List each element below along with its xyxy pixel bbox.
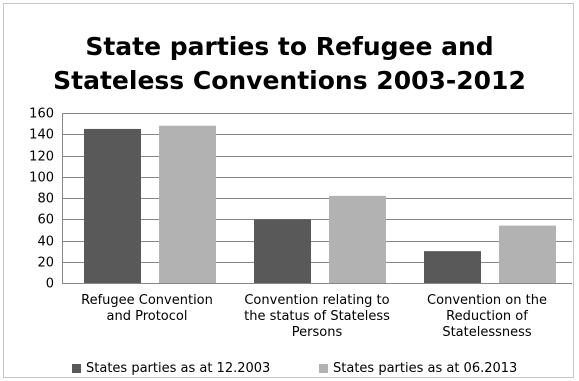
legend-item-2003: States parties as at 12.2003 [72, 361, 270, 376]
y-tick-label: 100 [29, 171, 54, 186]
y-tick-label: 140 [29, 128, 54, 143]
legend-swatch-2013 [319, 364, 328, 373]
legend-swatch-2003 [72, 364, 81, 373]
x-category-label: Refugee Convention and Protocol [81, 293, 213, 324]
y-tick-label: 40 [37, 235, 54, 250]
x-category-label: Convention relating to the status of Stat… [244, 293, 390, 340]
chart-frame: State parties to Refugee and Stateless C… [3, 3, 574, 378]
bar-2013 [329, 195, 386, 283]
plot-area: 0 20 40 60 80 100 120 140 160 Refugee Convention a… [29, 107, 572, 340]
y-tick-label: 20 [37, 256, 54, 271]
y-tick-label: 60 [37, 213, 54, 228]
legend-item-2013: States parties as at 06.2013 [319, 361, 517, 376]
chart-title-line-1: State parties to Refugee and [85, 32, 494, 61]
legend-label-2013: States parties as at 06.2013 [333, 361, 518, 376]
bar-2003 [424, 251, 481, 283]
y-tick-label: 80 [37, 192, 54, 207]
y-tick-label: 0 [46, 277, 54, 292]
y-tick-label: 160 [29, 107, 54, 122]
bar-2013 [499, 225, 556, 283]
bar-2003 [254, 219, 311, 283]
bar-2013 [159, 125, 216, 283]
legend-label-2003: States parties as at 12.2003 [86, 361, 271, 376]
chart-title: State parties to Refugee and Stateless C… [4, 30, 575, 98]
chart-title-line-2: Stateless Conventions 2003-2012 [53, 66, 526, 95]
bar-2003 [84, 128, 141, 283]
y-tick-label: 120 [29, 150, 54, 165]
x-category-label: Convention on the Reduction of Statelessne… [427, 293, 547, 340]
